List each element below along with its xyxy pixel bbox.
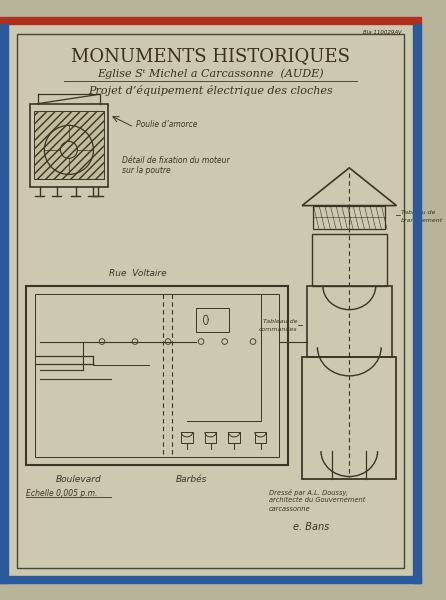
Bar: [307, 286, 392, 356]
Bar: [196, 308, 229, 332]
Bar: [205, 432, 216, 443]
Bar: [0, 17, 421, 25]
Text: Tableau de: Tableau de: [401, 211, 436, 215]
Text: Barbés: Barbés: [176, 475, 207, 484]
Bar: [413, 25, 421, 583]
Bar: [255, 432, 266, 443]
Text: Bla 110029AV: Bla 110029AV: [363, 30, 401, 35]
Text: sur la poutre: sur la poutre: [122, 166, 170, 175]
Text: Eglise Sᵗ Michel a Carcassonne  (AUDE): Eglise Sᵗ Michel a Carcassonne (AUDE): [97, 69, 324, 79]
Text: Tableau de: Tableau de: [263, 319, 297, 324]
Bar: [0, 575, 421, 583]
Bar: [314, 206, 385, 229]
Bar: [311, 234, 387, 286]
Bar: [35, 295, 280, 457]
Text: branchement: branchement: [401, 218, 443, 223]
Text: Dressé par A.L. Doussy,: Dressé par A.L. Doussy,: [269, 489, 348, 496]
Bar: [26, 286, 288, 465]
Text: Echelle 0,005 p.m.: Echelle 0,005 p.m.: [26, 489, 98, 498]
Text: Boulevard: Boulevard: [55, 475, 101, 484]
Bar: [0, 25, 8, 583]
Bar: [228, 432, 240, 443]
Text: carcassonne: carcassonne: [269, 506, 311, 512]
Bar: [181, 432, 193, 443]
Text: e. Bans: e. Bans: [293, 522, 329, 532]
Bar: [302, 356, 396, 479]
Text: Détail de fixation du moteur: Détail de fixation du moteur: [122, 155, 229, 164]
Text: commandes: commandes: [259, 328, 297, 332]
Text: architecte du Gouvernement: architecte du Gouvernement: [269, 497, 365, 503]
Text: Projet d’équipement électrique des cloches: Projet d’équipement électrique des cloch…: [88, 85, 333, 96]
Bar: [30, 104, 107, 187]
Text: Rue  Voltaire: Rue Voltaire: [109, 269, 167, 278]
Bar: [34, 111, 104, 179]
Text: MONUMENTS HISTORIQUES: MONUMENTS HISTORIQUES: [71, 47, 350, 65]
Text: Poulie d’amorce: Poulie d’amorce: [136, 120, 198, 129]
